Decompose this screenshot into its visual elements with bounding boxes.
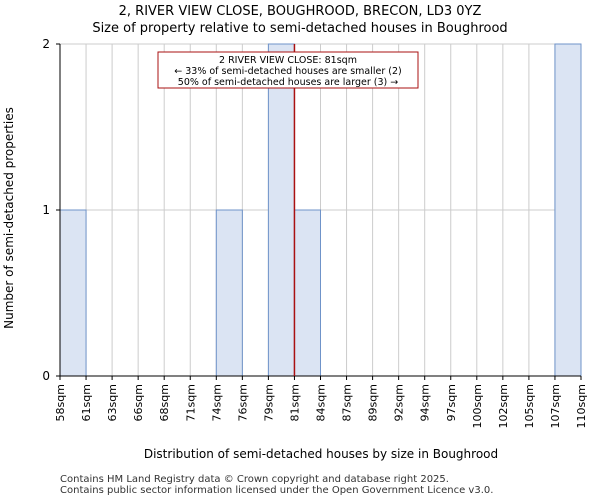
chart-title: 2, RIVER VIEW CLOSE, BOUGHROOD, BRECON, … — [118, 4, 482, 19]
x-tick-label: 87sqm — [341, 384, 354, 421]
annotation-line-1: 2 RIVER VIEW CLOSE: 81sqm — [219, 55, 357, 66]
x-tick-label: 100sqm — [471, 384, 484, 428]
x-tick-label: 102sqm — [497, 384, 510, 428]
annotation-line-3: 50% of semi-detached houses are larger (… — [178, 77, 398, 88]
x-tick-label: 89sqm — [367, 384, 380, 421]
x-tick-label: 105sqm — [523, 384, 536, 428]
x-tick-label: 97sqm — [445, 384, 458, 421]
x-tick-label: 71sqm — [184, 384, 197, 421]
x-tick-label: 81sqm — [288, 384, 301, 421]
bar-74sqm — [215, 209, 243, 377]
x-tick-label: 110sqm — [575, 384, 588, 428]
bars — [59, 43, 582, 377]
x-tick-label: 63sqm — [106, 384, 119, 421]
x-axis-label: Distribution of semi-detached houses by … — [144, 447, 498, 461]
chart-subtitle: Size of property relative to semi-detach… — [92, 21, 508, 36]
x-tick-label: 61sqm — [80, 384, 93, 421]
footer-licence: Contains public sector information licen… — [60, 485, 494, 496]
annotation-line-2: ← 33% of semi-detached houses are smalle… — [174, 66, 402, 77]
x-tick-label: 66sqm — [132, 384, 145, 421]
footer-copyright: Contains HM Land Registry data © Crown c… — [60, 474, 449, 485]
x-tick-label: 84sqm — [315, 384, 328, 421]
x-tick-label: 74sqm — [210, 384, 223, 421]
x-tick-label: 68sqm — [158, 384, 171, 421]
y-axis-label: Number of semi-detached properties — [2, 107, 16, 329]
property-marker: 2 RIVER VIEW CLOSE: 81sqm← 33% of semi-d… — [157, 44, 419, 376]
bar-81sqm — [293, 209, 322, 377]
bar-79sqm — [267, 43, 295, 377]
x-tick-label: 79sqm — [262, 384, 275, 421]
x-tick-label: 107sqm — [549, 384, 562, 428]
y-tick-label: 2 — [42, 37, 50, 51]
y-tick-label: 0 — [42, 369, 50, 383]
x-tick-label: 58sqm — [54, 384, 67, 421]
x-tick-label: 92sqm — [393, 384, 406, 421]
x-tick-labels: 58sqm 61sqm 63sqm 66sqm 68sqm 71sqm 74sqm 76sqm… — [54, 376, 588, 428]
y-tick-labels: 0 1 2 — [42, 37, 60, 383]
x-tick-label: 94sqm — [419, 384, 432, 421]
y-tick-label: 1 — [42, 203, 50, 217]
x-tick-label: 76sqm — [236, 384, 249, 421]
annotation-box — [157, 51, 419, 89]
bar-58sqm — [59, 209, 87, 377]
bar-107sqm — [554, 43, 582, 377]
